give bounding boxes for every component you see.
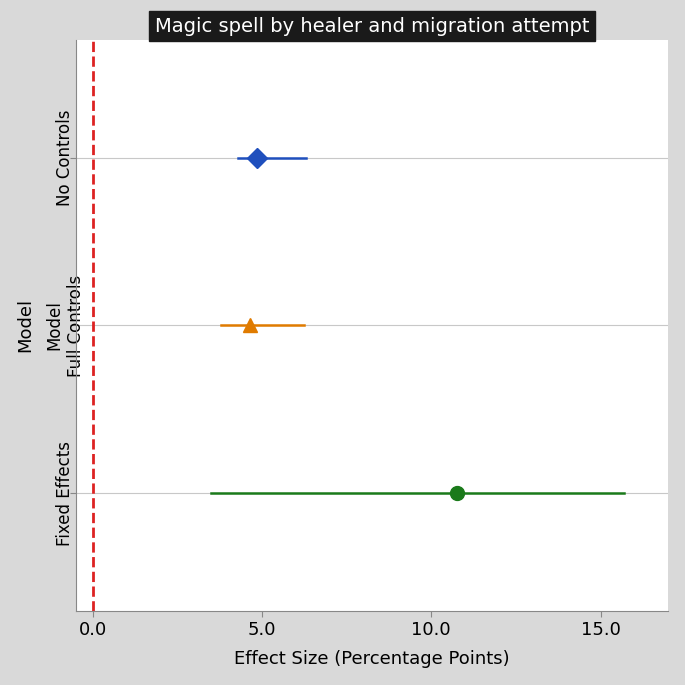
X-axis label: Effect Size (Percentage Points): Effect Size (Percentage Points) (234, 650, 510, 669)
Title: Magic spell by healer and migration attempt: Magic spell by healer and migration atte… (155, 16, 589, 36)
Y-axis label: Model: Model (16, 299, 35, 353)
